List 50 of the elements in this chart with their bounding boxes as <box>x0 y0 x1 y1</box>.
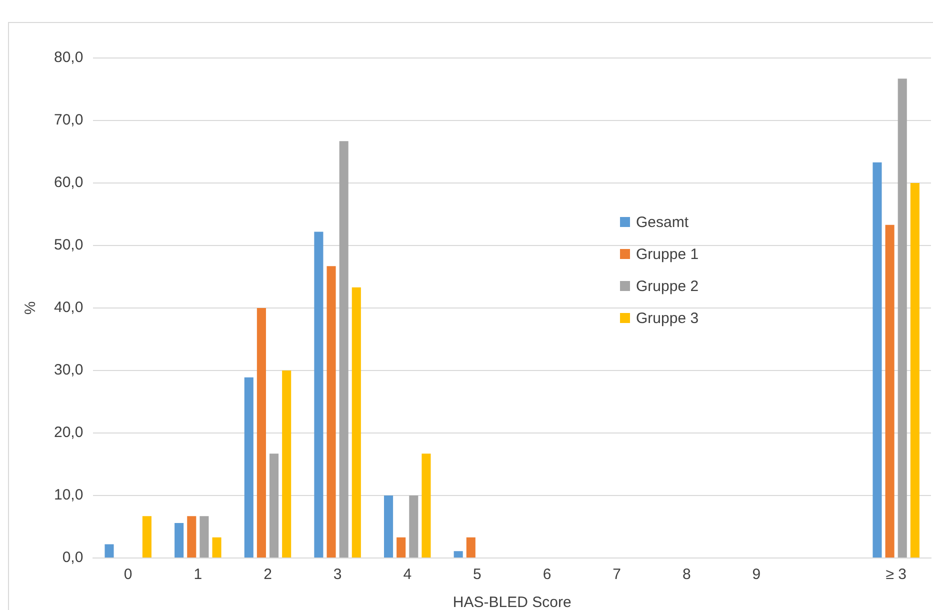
bar <box>339 141 348 558</box>
bar <box>269 454 279 558</box>
y-tick-label: 60,0 <box>54 174 84 192</box>
y-tick-label: 0,0 <box>62 549 84 566</box>
bar <box>898 78 907 558</box>
x-tick-label: 0 <box>124 566 132 584</box>
bar <box>212 537 222 558</box>
legend-label: Gruppe 1 <box>636 246 699 262</box>
bar <box>454 551 463 558</box>
x-axis-title: HAS-BLED Score <box>452 594 572 610</box>
x-tick-label: 1 <box>194 566 202 584</box>
x-tick-label: 8 <box>682 566 691 584</box>
bar <box>244 377 254 558</box>
bar <box>104 544 114 558</box>
bar <box>422 454 431 558</box>
bar <box>314 232 324 558</box>
bar <box>326 266 336 558</box>
bar <box>200 516 209 558</box>
bar <box>174 523 184 558</box>
x-tick-label: 4 <box>403 566 412 584</box>
legend-label: Gruppe 3 <box>636 310 699 326</box>
bar <box>384 496 394 558</box>
x-tick-label: 3 <box>333 566 342 584</box>
bar <box>872 162 882 558</box>
y-tick-label: 40,0 <box>54 299 84 316</box>
y-tick-label: 20,0 <box>54 424 84 442</box>
x-tick-label: 7 <box>612 566 621 584</box>
y-axis-title: % <box>22 301 40 315</box>
legend-label: Gruppe 2 <box>636 278 699 294</box>
bar <box>885 224 894 558</box>
bar <box>409 496 418 558</box>
y-tick-label: 10,0 <box>54 486 84 504</box>
bar <box>142 516 152 558</box>
x-tick-label: 2 <box>264 566 272 584</box>
x-tick-label: 9 <box>752 566 761 584</box>
y-tick-label: 30,0 <box>54 362 84 379</box>
bar <box>396 537 406 558</box>
bar <box>187 516 196 558</box>
x-tick-label: ≥ 3 <box>886 566 906 584</box>
x-tick-label: 6 <box>542 566 552 584</box>
y-tick-label: 80,0 <box>54 49 84 66</box>
bar <box>256 308 266 558</box>
y-tick-label: 70,0 <box>54 112 84 129</box>
bar <box>282 370 292 558</box>
x-tick-label: 5 <box>473 566 482 584</box>
bar <box>910 183 920 558</box>
y-tick-label: 50,0 <box>54 236 84 254</box>
legend-label: Gesamt <box>636 214 689 230</box>
bar <box>466 537 476 558</box>
bar <box>352 287 361 558</box>
